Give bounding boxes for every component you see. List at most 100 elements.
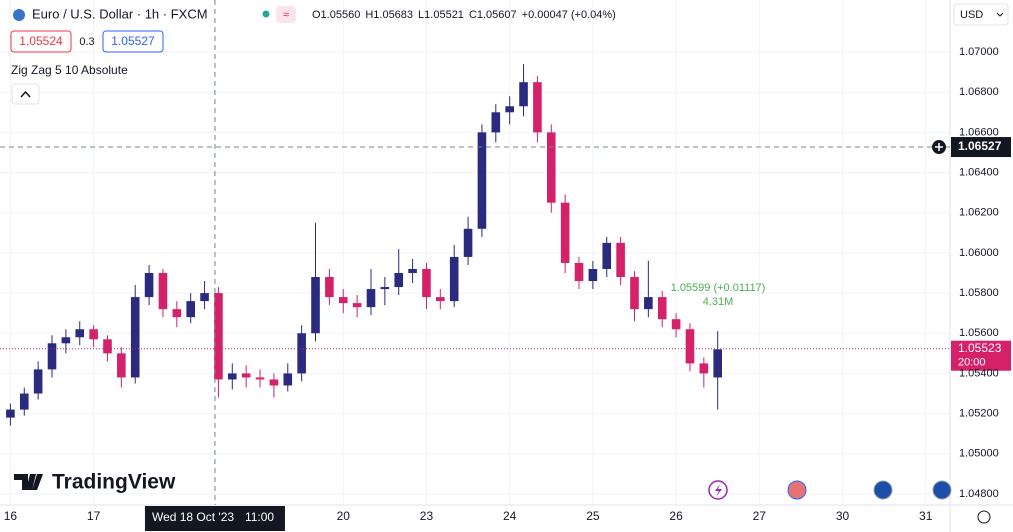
candle-body [422, 268, 431, 298]
crosshair-y-label: 1.06527 [958, 139, 1002, 153]
candle-body [103, 339, 112, 354]
ohlc-value: O1.05560 [312, 9, 360, 21]
logo [14, 474, 43, 490]
candle-body [477, 132, 487, 229]
y-tick-label: 1.05200 [959, 408, 999, 420]
candle-body [505, 106, 514, 113]
candle-body [546, 132, 556, 203]
x-tick-label: 24 [503, 509, 517, 523]
status-icon: ≈ [283, 9, 289, 21]
x-tick-label: 20 [337, 509, 351, 523]
y-tick-label: 1.06000 [959, 247, 999, 259]
last-price-box [951, 340, 1011, 371]
candle-body [574, 262, 584, 282]
candle-body [338, 297, 348, 304]
candle-body [47, 343, 57, 370]
candle-body [172, 309, 182, 318]
candle-body [463, 228, 473, 257]
buy-button[interactable] [102, 30, 164, 53]
candle-body [352, 303, 362, 308]
x-tick-label: 30 [836, 509, 850, 523]
candle-body [144, 272, 154, 298]
y-tick-label: 1.06200 [959, 207, 999, 219]
grid [0, 0, 950, 505]
candle-body [214, 293, 223, 380]
event-icon-glyph [715, 484, 722, 497]
candle-body [228, 373, 237, 380]
candle-body [491, 112, 501, 133]
candle-body [311, 277, 320, 334]
crosshair-y-box [951, 137, 1011, 158]
collapse-icon [20, 90, 31, 98]
candle-body [75, 329, 85, 338]
dropdown-icon [996, 12, 1004, 17]
candle-body [6, 409, 15, 418]
ohlc-value: +0.00047 (+0.04%) [522, 9, 616, 21]
candle-body [630, 277, 639, 310]
candle-body [325, 277, 334, 298]
settings-icon[interactable] [977, 510, 991, 524]
candle-body [713, 349, 722, 378]
y-tick-label: 1.06800 [959, 86, 999, 98]
candle-body [519, 82, 528, 107]
y-tick-label: 1.05400 [959, 367, 999, 379]
sell-button[interactable] [10, 30, 72, 53]
candle-body [436, 297, 445, 302]
last-price-label: 1.05523 [958, 341, 1002, 355]
candle-body [408, 268, 417, 273]
event-icon[interactable] [787, 480, 807, 500]
x-tick-label: 31 [919, 509, 933, 523]
y-tick-label: 1.06600 [959, 126, 999, 138]
y-tick-label: 1.05600 [959, 327, 999, 339]
market-status[interactable] [262, 10, 270, 18]
x-tick-label: 26 [669, 509, 683, 523]
indicator-label[interactable]: Zig Zag 5 10 Absolute [11, 63, 128, 77]
candle-body [588, 268, 598, 282]
candle-body [269, 379, 279, 386]
collapse-button[interactable] [11, 83, 40, 105]
candle-body [297, 333, 306, 374]
candle-body [616, 242, 625, 278]
symbol-title[interactable]: Euro / U.S. Dollar · 1h · FXCM [32, 6, 208, 21]
add-alert-icon [935, 143, 943, 152]
candle-body [602, 242, 612, 269]
candle-body [380, 287, 390, 290]
y-tick-label: 1.05800 [959, 287, 999, 299]
currency-button[interactable] [953, 3, 1009, 26]
event-icon[interactable] [932, 480, 952, 500]
candle-body [657, 297, 667, 320]
event-icon[interactable] [873, 480, 893, 500]
status-badge[interactable] [276, 6, 296, 23]
zigzag-volume: 4.31M [703, 296, 734, 308]
x-tick-label: 25 [586, 509, 600, 523]
spread: 0.3 [79, 36, 94, 48]
candle-body [671, 319, 681, 330]
candle-body [241, 373, 251, 378]
ohlc-value: L1.05521 [418, 9, 464, 21]
ask-price[interactable]: 1.05527 [111, 34, 155, 48]
candle-body [186, 301, 195, 318]
symbol-icon[interactable] [13, 9, 25, 21]
zigzag-label: 1.05599 (+0.01117) [671, 282, 766, 294]
candle-body [560, 202, 570, 263]
y-tick-label: 1.06400 [959, 166, 999, 178]
ohlc-value: H1.05683 [365, 9, 413, 21]
candle-body [699, 363, 709, 374]
x-tick-label: 16 [4, 509, 18, 523]
y-tick-label: 1.05000 [959, 448, 999, 460]
candle-body [158, 272, 168, 310]
y-tick-label: 1.04800 [959, 488, 999, 500]
currency[interactable]: USD [960, 9, 983, 21]
bid-price[interactable]: 1.05524 [19, 34, 63, 48]
candle-body [449, 256, 459, 302]
candle-body [130, 297, 140, 378]
candle-body [685, 329, 695, 364]
candle-body [644, 297, 653, 310]
candle-body [117, 353, 126, 378]
x-tick-label: 27 [753, 509, 767, 523]
countdown-label: 20:00 [958, 357, 986, 369]
x-tick-label: 23 [420, 509, 434, 523]
